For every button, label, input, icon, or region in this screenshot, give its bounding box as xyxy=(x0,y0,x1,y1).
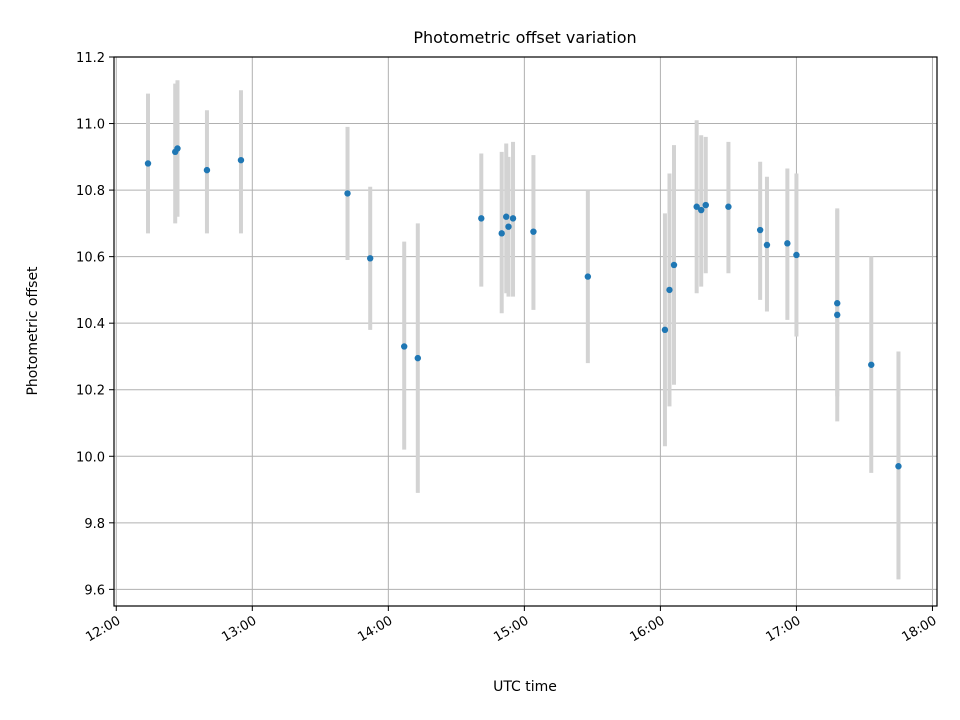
y-tick-label: 11.0 xyxy=(76,118,105,133)
data-point xyxy=(693,203,700,210)
data-point xyxy=(666,286,673,294)
chart-title: Photometric offset variation xyxy=(413,28,636,47)
y-tick-label: 10.4 xyxy=(76,317,105,332)
data-point xyxy=(698,206,705,214)
data-point xyxy=(414,354,422,362)
y-axis-label: Photometric offset xyxy=(25,266,41,396)
data-point xyxy=(478,215,485,222)
x-axis-label: UTC time xyxy=(493,679,557,695)
y-tick-label: 10.6 xyxy=(76,251,105,266)
data-point xyxy=(203,166,211,174)
data-point xyxy=(756,226,764,234)
data-point xyxy=(784,240,791,247)
y-tick-label: 10.2 xyxy=(76,384,105,399)
data-point xyxy=(868,361,875,368)
data-point xyxy=(509,215,517,222)
data-point xyxy=(505,223,512,230)
y-tick-label: 11.2 xyxy=(76,51,105,66)
data-point xyxy=(401,343,408,350)
plot-frame xyxy=(113,56,938,607)
y-tick-label: 9.8 xyxy=(84,517,105,532)
data-point xyxy=(834,311,841,319)
data-point xyxy=(366,255,374,262)
data-point xyxy=(725,203,732,210)
data-point xyxy=(530,228,537,235)
data-point xyxy=(670,261,678,269)
point-layer xyxy=(144,145,902,470)
data-point xyxy=(702,201,709,209)
data-point xyxy=(584,273,592,280)
data-point xyxy=(498,230,505,237)
data-point xyxy=(895,463,902,470)
y-tick-label: 10.0 xyxy=(76,450,105,465)
data-point xyxy=(503,213,510,220)
data-point xyxy=(344,190,351,197)
y-tick-label: 9.6 xyxy=(84,583,105,598)
tick-layer: 12:00 13:00 14:00 15:00 16:00 17:00 18:009.69.… xyxy=(76,51,939,645)
data-point xyxy=(763,241,771,249)
y-tick-label: 10.8 xyxy=(76,184,105,199)
data-point xyxy=(174,145,181,152)
data-point xyxy=(661,326,669,334)
data-point xyxy=(144,160,152,167)
data-point xyxy=(834,300,841,307)
data-point xyxy=(793,251,800,259)
data-point xyxy=(237,156,245,164)
